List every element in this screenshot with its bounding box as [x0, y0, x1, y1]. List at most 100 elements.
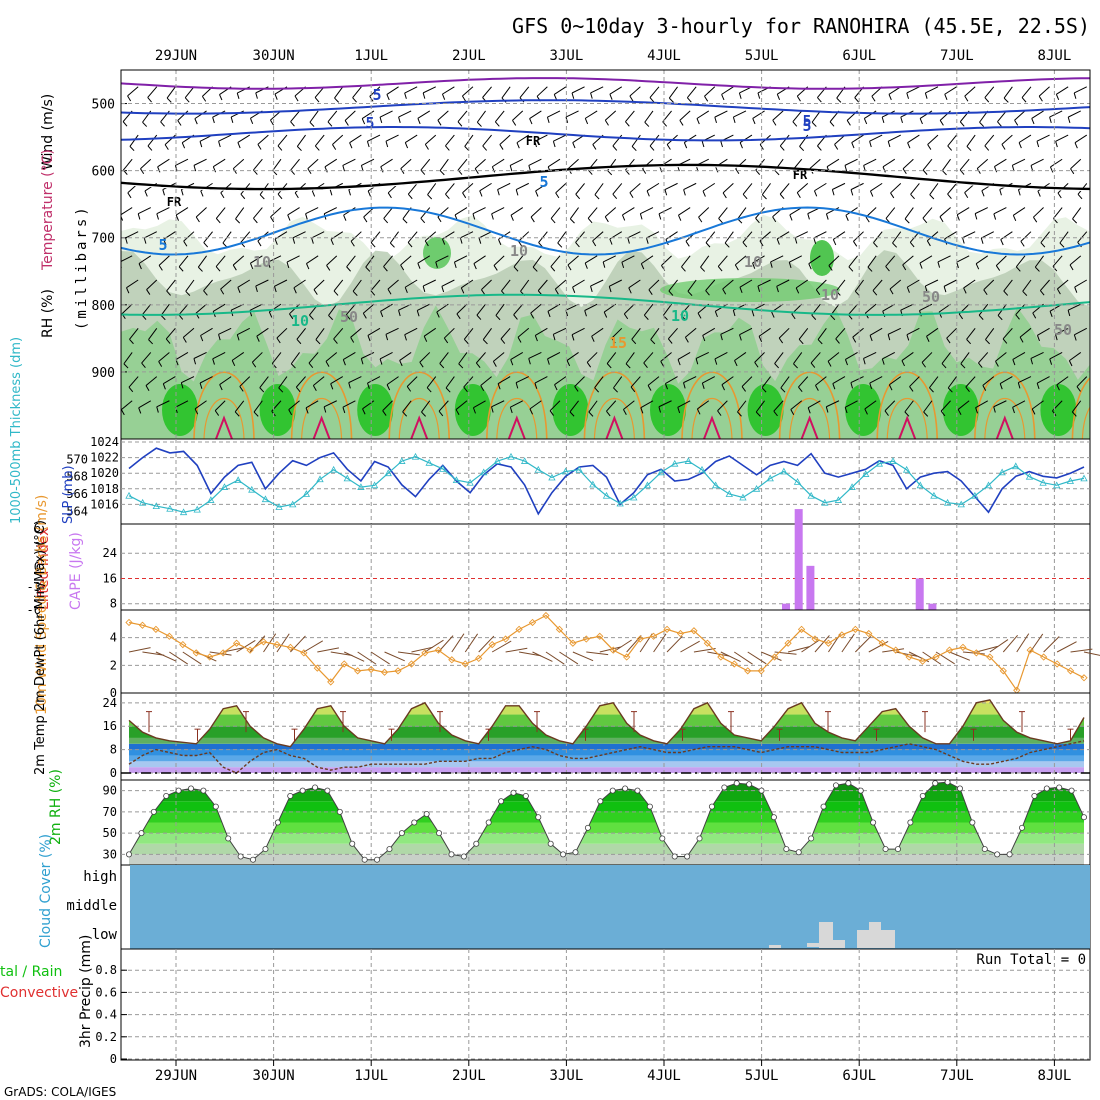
- wind-barb: [981, 231, 994, 239]
- wind-barb-feather: [1012, 215, 1017, 221]
- cape-bar: [928, 603, 937, 610]
- wind-barb: [422, 86, 436, 94]
- wind-barb-feather: [1074, 286, 1078, 293]
- wind-barb-feather: [1049, 166, 1054, 173]
- wind-barb-feather: [500, 338, 506, 344]
- wind-barb: [476, 303, 486, 316]
- wind-barb: [194, 110, 207, 120]
- wind-barb: [686, 86, 697, 98]
- wind-barb: [478, 231, 492, 239]
- wind-barb: [1012, 352, 1026, 360]
- wind-barb-feather: [288, 409, 293, 416]
- precip-panel: 00.20.40.60.8 tal / Rain Convective 3hr …: [0, 935, 1091, 1066]
- wind-barb-feather: [443, 337, 449, 344]
- wind-barb: [1072, 207, 1082, 220]
- wind-barb: [342, 158, 356, 166]
- wind-barb-feather: [491, 213, 494, 220]
- wind-barb: [181, 376, 195, 384]
- wind-barb-feather: [735, 168, 740, 175]
- wind-barb-feather: [332, 144, 337, 150]
- wind-barb: [367, 376, 381, 384]
- wind10-marker: [932, 653, 940, 661]
- wind-barb-feather: [294, 192, 299, 199]
- ytick-li: -6: [27, 603, 41, 617]
- wind-barb: [984, 86, 995, 98]
- wind-barb-feather: [697, 312, 702, 319]
- wind-barb: [1038, 86, 1050, 97]
- wind-barb: [667, 327, 678, 340]
- wind-barb: [445, 376, 455, 389]
- wind-barb-feather: [424, 144, 429, 150]
- wind-barb: [547, 158, 561, 168]
- wind-barb: [978, 352, 989, 364]
- wind-barb-feather: [278, 387, 284, 393]
- wind-barb-feather: [623, 409, 627, 416]
- wind-barb-feather: [1039, 290, 1045, 296]
- rh-marker: [126, 851, 133, 858]
- wind-barb-feather: [143, 237, 147, 244]
- wind-barb-feather: [815, 385, 819, 391]
- wind-barb-feather: [943, 286, 947, 293]
- wind10-barb: [545, 651, 565, 665]
- wind-barb: [773, 400, 784, 412]
- wind-barb: [148, 328, 158, 340]
- wind-barb: [798, 376, 809, 388]
- wind-barb-feather: [305, 407, 309, 414]
- wind-barb: [827, 352, 840, 362]
- wind10-barb: [169, 651, 189, 665]
- wind-barb: [906, 86, 920, 94]
- wind-barb: [814, 182, 827, 192]
- wind-barb-feather: [881, 116, 885, 123]
- wind-barb: [332, 134, 344, 145]
- wind10-marker: [206, 653, 214, 661]
- wind-barb: [643, 352, 654, 364]
- wind-barb: [810, 352, 821, 364]
- wind-barb-feather: [734, 264, 739, 271]
- wind-barb-feather: [184, 97, 190, 103]
- wind-barb-feather: [251, 361, 257, 368]
- slp-plot-area: [120, 438, 1091, 525]
- wind-barb-feather: [180, 189, 184, 196]
- wind-barb-feather: [491, 166, 496, 173]
- wind-barb: [350, 327, 362, 338]
- wind-barb: [722, 183, 734, 194]
- wind-barb-feather: [349, 142, 353, 149]
- wind-barb: [219, 376, 232, 385]
- rh-marker: [572, 849, 579, 856]
- wind-barb: [550, 207, 561, 219]
- ytick-li: 6: [34, 521, 41, 535]
- wind-barb-feather: [311, 237, 314, 244]
- wind-barb-feather: [964, 192, 969, 198]
- wind-barb-feather: [383, 266, 388, 272]
- wind-barb: [259, 376, 269, 388]
- wind-barb-feather: [677, 359, 681, 366]
- wind-barb-feather: [482, 339, 488, 345]
- wind-barb-feather: [739, 142, 743, 149]
- wind-barb-feather: [981, 190, 985, 197]
- wind-barb: [793, 352, 803, 365]
- wind-barb: [421, 400, 431, 413]
- wind-barb: [237, 279, 251, 288]
- wind-barb: [733, 303, 747, 311]
- wind-barb-feather: [333, 290, 339, 296]
- wind-barb-feather: [365, 266, 371, 272]
- rh-marker: [374, 856, 381, 863]
- rh-marker: [584, 824, 591, 831]
- wind-barb: [1018, 134, 1032, 143]
- thickness-marker: [1039, 478, 1047, 486]
- wind-barb: [907, 279, 920, 288]
- wind-barb: [553, 134, 567, 142]
- wind-barb: [231, 352, 245, 361]
- wind10-barb: [976, 645, 998, 653]
- wind-barb: [346, 255, 356, 268]
- wind-barb-feather: [752, 262, 756, 269]
- wind-barb-feather: [904, 411, 910, 417]
- contour-t5: [121, 206, 1090, 256]
- date-label-top: 29JUN: [155, 48, 197, 64]
- wind10-barb: [895, 651, 918, 657]
- wind-barb: [400, 255, 412, 266]
- ylabel-rh2m: 2m RH (%): [48, 769, 64, 845]
- wind-barb: [349, 134, 362, 144]
- wind10-marker: [327, 678, 335, 686]
- wind-barb-feather: [557, 242, 563, 248]
